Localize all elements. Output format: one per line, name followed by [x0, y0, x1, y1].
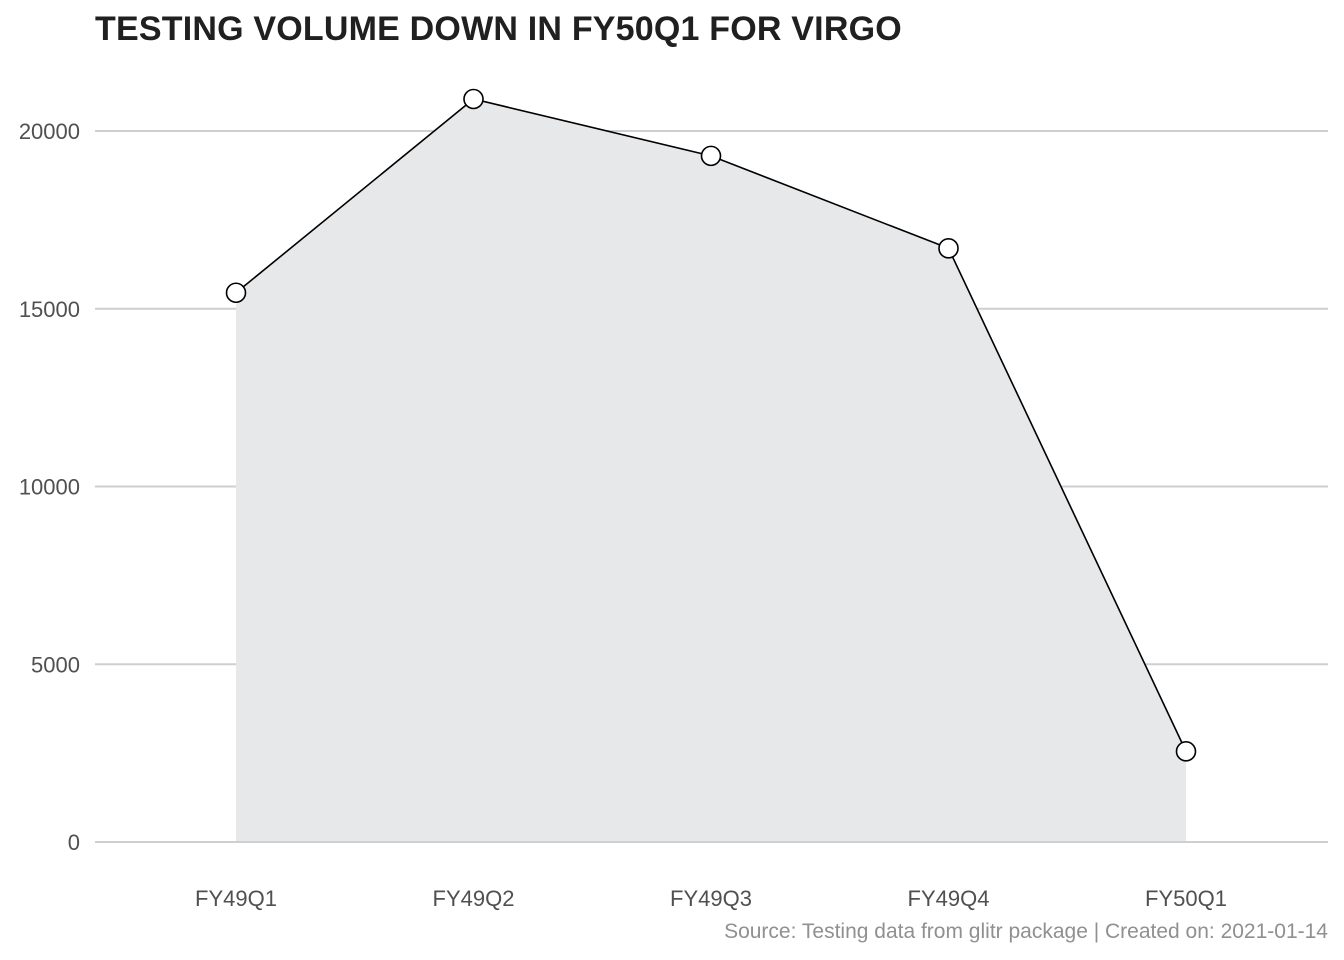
data-point-FY49Q1: [225, 282, 247, 304]
source-caption: Source: Testing data from glitr package …: [724, 920, 1328, 943]
area-path: [236, 99, 1186, 842]
data-point-FY49Q3: [700, 145, 722, 167]
y-tick-label: 20000: [19, 119, 80, 144]
data-point-FY50Q1: [1175, 741, 1197, 762]
x-tick-label: FY49Q3: [670, 886, 752, 911]
y-axis-ticks: 0 5000 10000 15000 20000: [19, 119, 80, 855]
data-point-FY49Q2: [463, 88, 484, 110]
y-tick-label: 10000: [19, 475, 80, 500]
chart-title: TESTING VOLUME DOWN IN FY50Q1 FOR VIRGO: [95, 10, 902, 48]
y-tick-label: 15000: [19, 297, 80, 322]
x-tick-label: FY49Q2: [433, 886, 515, 911]
data-points: [225, 88, 1197, 762]
y-tick-label: 0: [68, 830, 80, 855]
y-tick-label: 5000: [31, 652, 80, 677]
area-fill: [95, 99, 1328, 843]
x-tick-label: FY49Q1: [195, 886, 277, 911]
x-tick-label: FY49Q4: [908, 886, 990, 911]
x-tick-label: FY50Q1: [1145, 886, 1227, 911]
x-axis-ticks: FY49Q1 FY49Q2 FY49Q3 FY49Q4 FY50Q1: [195, 886, 1227, 911]
data-point-FY49Q4: [938, 238, 959, 259]
